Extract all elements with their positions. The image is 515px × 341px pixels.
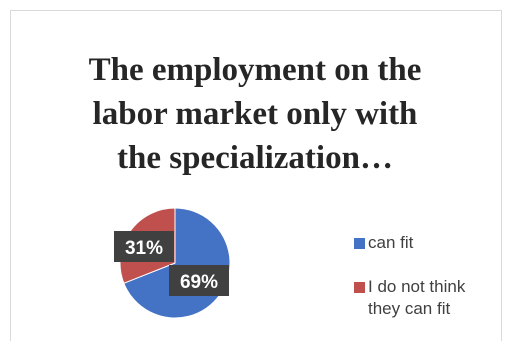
svg-text:69%: 69% <box>180 272 218 293</box>
chart-title: The employment on the labor market only … <box>88 52 422 176</box>
svg-text:31%: 31% <box>125 238 163 259</box>
legend-swatch-cannot-fit <box>354 282 365 293</box>
data-label-cannot-fit: 31% <box>114 231 174 262</box>
legend-label-can-fit: can fit <box>368 233 414 252</box>
chart-area <box>10 10 502 341</box>
legend-label-cannot-fit: I do not think they can fit <box>368 277 466 318</box>
legend-item-cannot-fit: I do not think they can fit <box>354 276 465 320</box>
data-label-can-fit: 69% <box>169 265 229 296</box>
legend-item-can-fit: can fit <box>354 232 413 254</box>
legend-swatch-can-fit <box>354 238 365 249</box>
